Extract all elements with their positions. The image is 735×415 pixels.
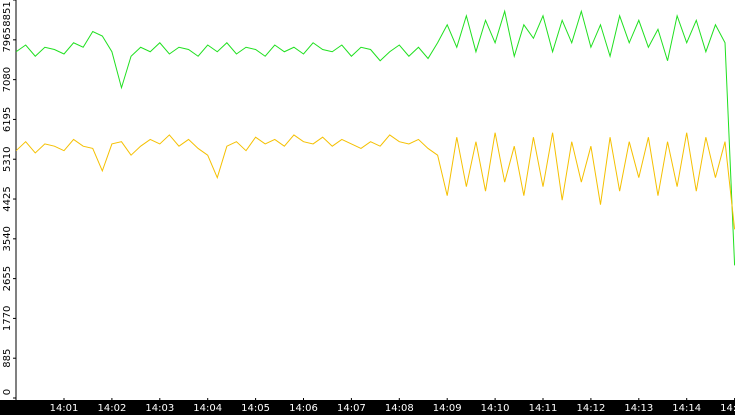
y-tick-label: 1770: [2, 306, 13, 331]
x-tick-label: 14:04: [193, 403, 222, 414]
x-tick-label: 14:09: [433, 403, 462, 414]
x-tick-label: 14:14: [672, 403, 701, 414]
x-tick-label: 14:11: [529, 403, 558, 414]
y-tick-label: 6195: [2, 107, 13, 132]
y-tick-label: 5310: [2, 147, 13, 172]
x-tick-label: 14:02: [97, 403, 126, 414]
x-tick-label: 14:07: [337, 403, 366, 414]
y-tick-label: 885: [2, 349, 13, 368]
x-tick-label: 14:05: [241, 403, 270, 414]
series-line: [15, 132, 735, 230]
x-tick-label: 14:12: [576, 403, 605, 414]
y-tick-label: 7965: [2, 27, 13, 52]
y-tick-label: 4425: [2, 186, 13, 211]
x-tick-label: 14:08: [385, 403, 414, 414]
x-tick-label: 14:10: [481, 403, 510, 414]
x-axis-bar: [0, 400, 735, 415]
x-tick-label: 14:01: [50, 403, 79, 414]
y-tick-label: 7080: [2, 67, 13, 92]
x-tick-label: 14:06: [289, 403, 318, 414]
y-tick-label: 3540: [2, 226, 13, 251]
y-tick-label: 8851: [2, 1, 13, 26]
y-tick-label: 0: [2, 389, 13, 395]
x-tick-label: 14:13: [624, 403, 653, 414]
x-tick-label: 14:03: [145, 403, 174, 414]
y-tick-label: 2655: [2, 266, 13, 291]
x-tick-label: 14:15: [720, 403, 735, 414]
series-line: [15, 9, 735, 266]
